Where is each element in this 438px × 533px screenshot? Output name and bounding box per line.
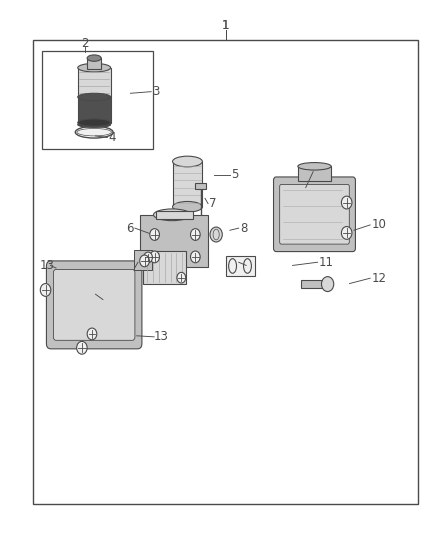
Text: 15: 15 bbox=[139, 256, 154, 269]
Ellipse shape bbox=[173, 156, 202, 167]
Text: 2: 2 bbox=[81, 37, 88, 50]
Text: 13: 13 bbox=[154, 330, 169, 343]
Bar bbox=[195, 183, 206, 189]
Ellipse shape bbox=[78, 122, 110, 127]
Text: 10: 10 bbox=[371, 219, 386, 231]
Text: 10: 10 bbox=[240, 256, 255, 269]
FancyBboxPatch shape bbox=[273, 177, 355, 252]
Circle shape bbox=[150, 251, 159, 263]
Ellipse shape bbox=[153, 209, 191, 221]
Text: 4: 4 bbox=[109, 131, 116, 144]
Bar bbox=[140, 215, 208, 267]
Text: 6: 6 bbox=[126, 222, 134, 235]
Text: 9: 9 bbox=[314, 163, 322, 176]
Circle shape bbox=[87, 328, 97, 340]
Text: 1: 1 bbox=[222, 19, 230, 32]
Bar bbox=[143, 251, 186, 284]
Bar bbox=[173, 161, 202, 207]
Bar bbox=[78, 97, 110, 123]
Ellipse shape bbox=[77, 128, 111, 136]
Bar bbox=[298, 166, 331, 181]
Circle shape bbox=[341, 196, 352, 209]
Ellipse shape bbox=[78, 119, 110, 126]
Circle shape bbox=[140, 255, 149, 266]
Bar bbox=[78, 68, 110, 97]
Text: 5: 5 bbox=[231, 168, 239, 181]
Text: 13: 13 bbox=[40, 259, 55, 272]
Text: 7: 7 bbox=[209, 197, 217, 210]
Text: 1: 1 bbox=[222, 19, 230, 32]
Text: 3: 3 bbox=[152, 85, 160, 98]
Circle shape bbox=[321, 277, 334, 292]
Text: 8: 8 bbox=[240, 222, 247, 235]
Bar bbox=[33, 40, 418, 504]
Circle shape bbox=[40, 284, 51, 296]
Circle shape bbox=[177, 272, 186, 283]
Bar bbox=[301, 280, 325, 288]
Circle shape bbox=[150, 229, 159, 240]
Ellipse shape bbox=[298, 163, 331, 170]
Text: 14: 14 bbox=[92, 296, 107, 309]
Circle shape bbox=[144, 252, 152, 263]
Circle shape bbox=[191, 229, 200, 240]
Circle shape bbox=[341, 227, 352, 239]
Ellipse shape bbox=[78, 93, 110, 101]
Circle shape bbox=[210, 227, 223, 242]
FancyBboxPatch shape bbox=[53, 270, 135, 341]
Bar bbox=[87, 58, 101, 69]
FancyBboxPatch shape bbox=[46, 261, 142, 349]
Bar bbox=[42, 51, 153, 149]
Text: 12: 12 bbox=[371, 272, 386, 285]
Text: 11: 11 bbox=[319, 256, 334, 269]
Ellipse shape bbox=[78, 63, 110, 72]
Ellipse shape bbox=[173, 201, 202, 212]
Ellipse shape bbox=[87, 55, 101, 61]
Bar bbox=[156, 211, 193, 219]
Bar bbox=[134, 251, 152, 271]
Circle shape bbox=[191, 251, 200, 263]
Circle shape bbox=[77, 342, 87, 354]
FancyBboxPatch shape bbox=[279, 184, 350, 244]
Bar bbox=[226, 256, 255, 276]
